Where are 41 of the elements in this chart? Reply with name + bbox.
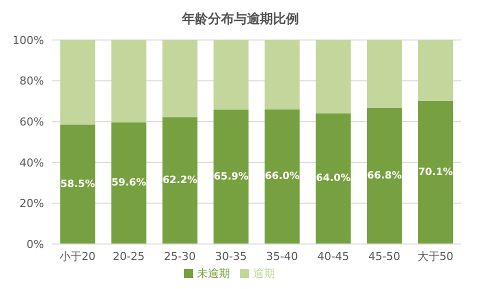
y-tick-label: 100% <box>12 34 44 47</box>
bar <box>366 40 402 108</box>
y-tick-label: 20% <box>20 197 44 210</box>
bar <box>418 100 454 244</box>
data-label: 66.8% <box>367 170 402 182</box>
bar <box>214 110 249 244</box>
bar <box>316 113 351 244</box>
y-tick-label: 40% <box>20 156 44 170</box>
bar <box>60 40 96 125</box>
x-tick-label: 小于20 <box>60 250 96 263</box>
x-tick-label: 大于50 <box>417 250 454 263</box>
legend-label: 未逾期 <box>197 267 230 280</box>
bar <box>111 40 146 122</box>
chart-title: 年龄分布与逾期比例 <box>180 11 300 29</box>
bar <box>418 40 454 101</box>
data-label: 64.0% <box>316 173 351 184</box>
x-tick-label: 20-25 <box>112 250 145 263</box>
x-tick-label: 35-40 <box>266 250 298 263</box>
bar <box>366 108 402 244</box>
x-tick-label: 40-45 <box>317 250 350 263</box>
x-tick-label: 45-50 <box>368 250 400 263</box>
data-label: 62.2% <box>162 175 198 186</box>
x-tick-label: 30-35 <box>214 250 247 263</box>
bar <box>264 109 300 244</box>
bar <box>214 40 249 110</box>
y-tick-label: 80% <box>20 74 44 88</box>
data-label: 66.0% <box>264 171 300 182</box>
data-label: 58.5% <box>60 178 96 190</box>
x-tick-label: 25-30 <box>164 250 196 263</box>
y-tick-label: 60% <box>20 116 44 129</box>
data-label: 65.9% <box>214 171 248 182</box>
bar <box>264 40 300 110</box>
bar <box>162 40 198 118</box>
bar <box>316 40 351 114</box>
y-tick-label: 0% <box>26 238 44 251</box>
data-label: 59.6% <box>111 178 146 189</box>
bar <box>111 122 146 244</box>
data-label: 70.1% <box>418 167 453 178</box>
legend-label: 逾期 <box>253 267 275 280</box>
bar <box>162 117 198 244</box>
bar <box>60 124 96 244</box>
